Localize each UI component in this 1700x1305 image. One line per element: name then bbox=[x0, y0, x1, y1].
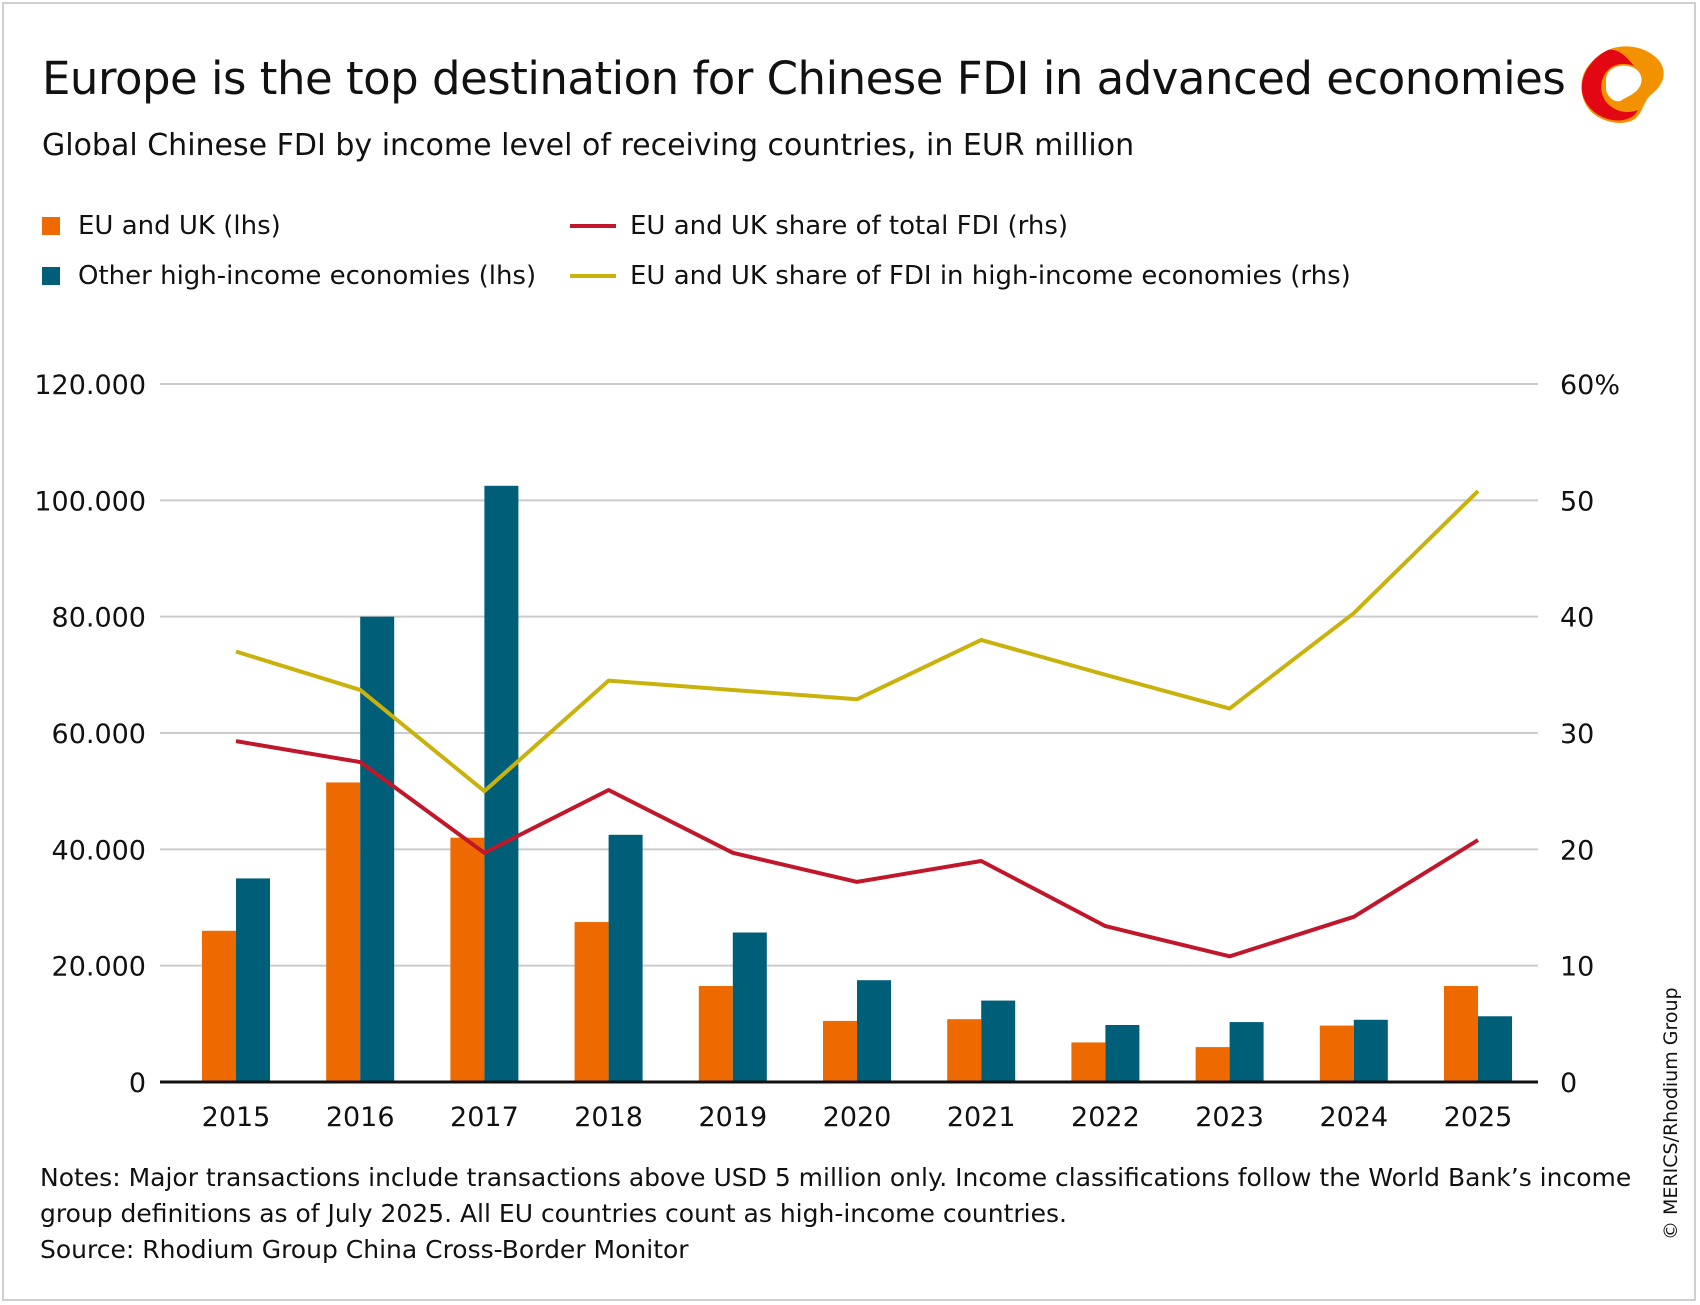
x-axis-tick-label: 2023 bbox=[1195, 1102, 1264, 1133]
bar bbox=[360, 616, 395, 1082]
legend-swatch-share-total bbox=[570, 224, 616, 228]
bar bbox=[1071, 1042, 1106, 1082]
right-axis-tick-label: 10 bbox=[1560, 952, 1594, 983]
left-axis-tick-label: 80.000 bbox=[52, 603, 146, 634]
right-axis-tick-label: 50 bbox=[1560, 486, 1594, 517]
legend-label-share-total: EU and UK share of total FDI (rhs) bbox=[630, 211, 1069, 241]
bar bbox=[236, 878, 270, 1082]
merics-logo-icon bbox=[1581, 46, 1664, 123]
bar bbox=[1353, 1019, 1388, 1082]
legend-label-eu-uk: EU and UK (lhs) bbox=[78, 211, 281, 241]
notes-line-2: group definitions as of July 2025. All E… bbox=[40, 1199, 1067, 1228]
chart-title: Europe is the top destination for Chines… bbox=[42, 52, 1566, 105]
right-axis-tick-label: 0 bbox=[1560, 1068, 1577, 1099]
bar bbox=[484, 485, 519, 1083]
left-axis-tick-label: 0 bbox=[129, 1068, 146, 1099]
x-axis-tick-label: 2024 bbox=[1319, 1102, 1388, 1133]
x-axis-tick-label: 2022 bbox=[1071, 1102, 1140, 1133]
bar bbox=[857, 980, 891, 1082]
bar bbox=[202, 930, 236, 1082]
legend-label-share-high-income: EU and UK share of FDI in high-income ec… bbox=[630, 261, 1351, 291]
legend-item-share-total: EU and UK share of total FDI (rhs) bbox=[570, 211, 1068, 241]
legend-swatch-other-high-income bbox=[42, 267, 60, 285]
bar bbox=[450, 837, 485, 1082]
x-axis-tick-label: 2020 bbox=[823, 1102, 892, 1133]
x-axis-tick-label: 2025 bbox=[1444, 1102, 1513, 1133]
legend-swatch-eu-uk bbox=[42, 217, 60, 235]
bar bbox=[823, 1020, 857, 1082]
x-axis-tick-label: 2016 bbox=[326, 1102, 395, 1133]
axis-layer: 0 0 20.000 10 40.000 20 60.000 30 80.000 40 100.00… bbox=[34, 370, 1620, 1133]
legend-label-other-high-income: Other high-income economies (lhs) bbox=[78, 261, 537, 291]
bar bbox=[947, 1019, 982, 1082]
x-axis-tick-label: 2015 bbox=[202, 1102, 271, 1133]
bars-layer bbox=[202, 485, 1512, 1083]
left-axis-tick-label: 120.000 bbox=[34, 370, 146, 401]
copyright-label: © MERICS/Rhodium Group bbox=[1660, 987, 1682, 1240]
left-axis-tick-label: 40.000 bbox=[52, 835, 146, 866]
notes-line-1: Notes: Major transactions include transa… bbox=[40, 1163, 1632, 1192]
chart-subtitle: Global Chinese FDI by income level of re… bbox=[42, 128, 1135, 163]
left-axis-tick-label: 100.000 bbox=[34, 486, 146, 517]
legend-item-share-high-income: EU and UK share of FDI in high-income ec… bbox=[570, 261, 1351, 291]
right-axis-tick-label: 40 bbox=[1560, 603, 1594, 634]
bar bbox=[608, 834, 643, 1082]
series-line bbox=[235, 489, 1480, 794]
right-axis-tick-label: 60% bbox=[1560, 370, 1620, 401]
legend-item-other-high-income: Other high-income economies (lhs) bbox=[42, 261, 536, 291]
bar bbox=[732, 932, 767, 1082]
x-axis-tick-label: 2017 bbox=[450, 1102, 519, 1133]
chart-notes: Notes: Major transactions include transa… bbox=[40, 1160, 1631, 1268]
bar bbox=[326, 782, 361, 1082]
bar bbox=[574, 922, 609, 1082]
bar bbox=[1319, 1025, 1354, 1082]
bar bbox=[1195, 1047, 1230, 1082]
bar bbox=[1229, 1022, 1264, 1082]
lines-layer bbox=[235, 489, 1480, 959]
legend-item-eu-uk: EU and UK (lhs) bbox=[42, 211, 281, 241]
x-axis-tick-label: 2019 bbox=[698, 1102, 767, 1133]
source-line: Source: Rhodium Group China Cross-Border… bbox=[40, 1235, 689, 1264]
bar bbox=[698, 986, 733, 1082]
bar bbox=[981, 1000, 1016, 1082]
bar bbox=[1444, 986, 1478, 1082]
left-axis-tick-label: 60.000 bbox=[52, 719, 146, 750]
legend-swatch-share-high-income bbox=[570, 274, 616, 278]
right-axis-tick-label: 30 bbox=[1560, 719, 1594, 750]
x-axis-tick-label: 2018 bbox=[574, 1102, 643, 1133]
x-axis-tick-label: 2021 bbox=[947, 1102, 1016, 1133]
series-line bbox=[235, 739, 1480, 959]
right-axis-tick-label: 20 bbox=[1560, 835, 1594, 866]
bar bbox=[1478, 1016, 1512, 1082]
left-axis-tick-label: 20.000 bbox=[52, 952, 146, 983]
bar bbox=[1105, 1024, 1140, 1082]
